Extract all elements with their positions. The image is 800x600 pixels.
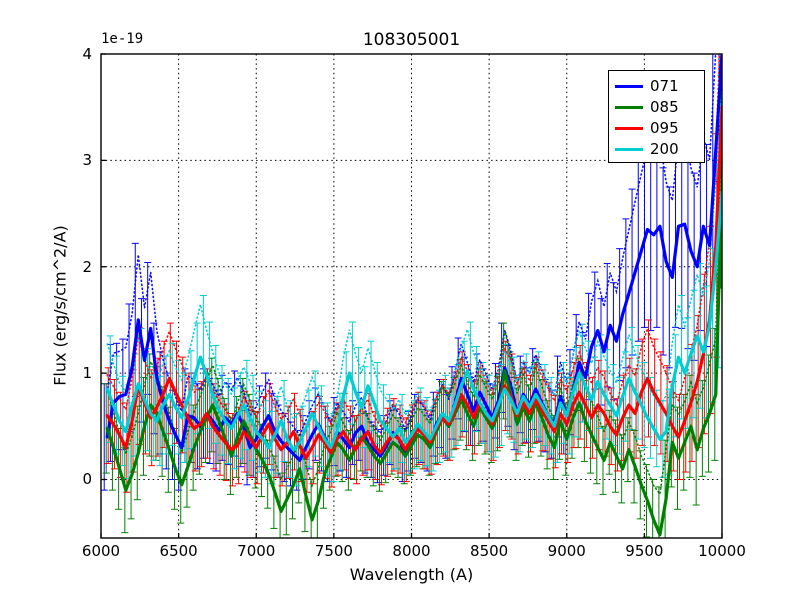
legend-item-label: 095 [650, 119, 679, 137]
x-tick-label: 6500 [159, 542, 198, 560]
y-tick-label: 2 [82, 257, 92, 276]
y-tick-label: 4 [82, 45, 92, 63]
y-tick-label: 3 [82, 151, 92, 170]
legend-item-200[interactable]: 200 [609, 139, 704, 160]
legend-color-swatch [615, 148, 643, 151]
series-line-085 [105, 180, 722, 537]
x-tick-label: 9000 [547, 542, 586, 560]
legend-item-label: 071 [650, 77, 679, 95]
y-tick-label: 0 [82, 470, 92, 489]
legend-color-swatch [615, 106, 643, 109]
series-lines [105, 54, 722, 537]
x-tick-label: 10000 [698, 542, 746, 560]
x-axis-label: Wavelength (A) [349, 565, 474, 584]
series-line-095 [105, 105, 722, 460]
legend-color-swatch [615, 85, 643, 88]
x-tick-label: 8000 [392, 542, 431, 560]
x-tick-label: 9500 [625, 542, 664, 560]
legend-item-label: 200 [650, 140, 679, 158]
legend-item-071[interactable]: 071 [609, 76, 704, 97]
page-title: 108305001 [362, 30, 461, 50]
x-tick-label: 7000 [237, 542, 276, 560]
y-axis-label: Flux (erg/s/cm^2/A) [50, 225, 70, 386]
y-axis-offset-text: 1e-19 [101, 31, 144, 47]
legend-color-swatch [615, 127, 643, 130]
x-tick-label: 7500 [314, 542, 353, 560]
y-tick-label: 1 [82, 364, 92, 383]
legend-item-label: 085 [650, 98, 679, 116]
x-tick-label: 6000 [81, 542, 121, 560]
series-line-200 [105, 190, 722, 452]
legend-item-095[interactable]: 095 [609, 118, 704, 139]
x-tick-label: 8500 [470, 542, 509, 560]
legend: 071 085 095 200 [608, 70, 705, 163]
plot-frame [100, 53, 723, 539]
legend-item-085[interactable]: 085 [609, 97, 704, 118]
